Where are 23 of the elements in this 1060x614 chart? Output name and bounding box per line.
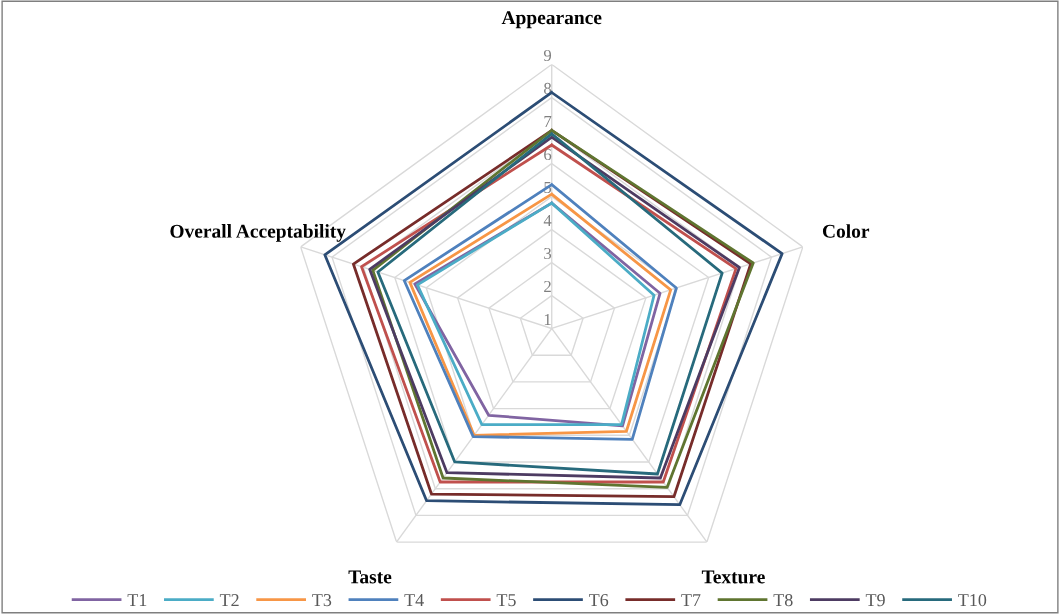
spoke-label: Color — [822, 224, 870, 238]
legend-label: T10 — [958, 594, 987, 607]
legend-label: T6 — [589, 594, 609, 607]
legend-label: T7 — [681, 594, 701, 606]
y-tick-label: 6 — [544, 148, 552, 161]
legend-label: T1 — [127, 594, 147, 606]
spoke-label: Texture — [701, 570, 765, 584]
y-tick-label: 7 — [544, 116, 552, 127]
spoke-label: Overall Acceptability — [170, 224, 346, 242]
y-tick-label: 2 — [544, 280, 551, 292]
spoke-label: Appearance — [501, 11, 602, 29]
y-tick-label: 5 — [544, 182, 552, 194]
y-tick-label: 9 — [543, 49, 552, 62]
y-tick-label: 1 — [544, 313, 551, 325]
legend-label: T5 — [496, 594, 516, 607]
legend-label: T8 — [773, 594, 793, 607]
y-tick-label: 3 — [544, 247, 552, 260]
legend-label: T2 — [219, 594, 239, 606]
legend-label: T9 — [865, 594, 885, 607]
y-tick-label: 4 — [543, 214, 552, 226]
legend-label: T3 — [312, 594, 332, 607]
legend-label: T4 — [404, 594, 424, 606]
spoke-label: Taste — [348, 570, 392, 584]
